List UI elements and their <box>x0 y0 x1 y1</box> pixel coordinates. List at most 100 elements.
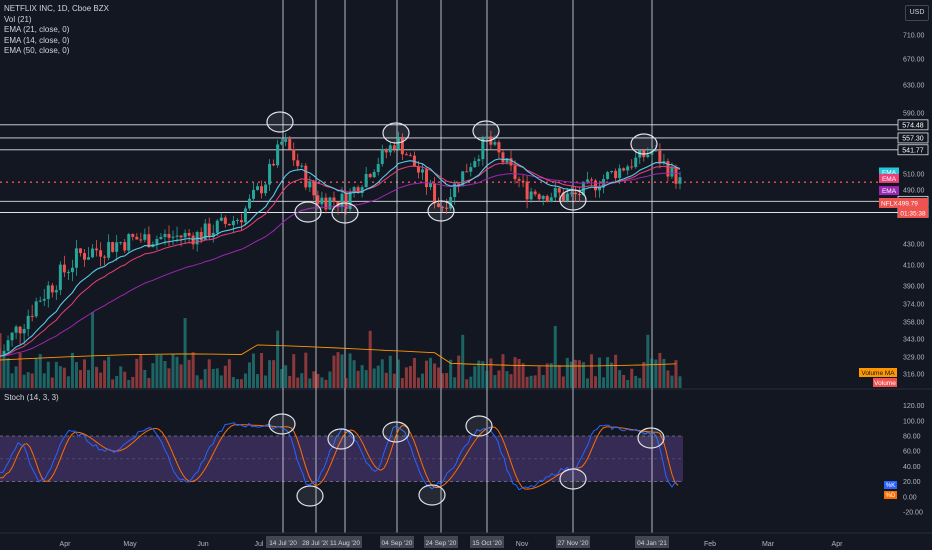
volume-bar <box>380 359 384 388</box>
volume-bar <box>42 373 46 388</box>
candle-body <box>171 236 175 238</box>
volume-bar <box>662 358 666 388</box>
candle-body <box>650 151 654 155</box>
candle-body <box>50 285 54 293</box>
volume-bar <box>111 379 115 388</box>
ema-price-badge <box>879 173 899 183</box>
volume-ma-line <box>0 344 677 367</box>
stoch-axis-label: 60.00 <box>903 449 921 456</box>
volume-bar <box>231 377 235 388</box>
volume-bar <box>425 360 429 388</box>
volume-bar <box>666 370 670 388</box>
ema21-indicator-label[interactable]: EMA (21, close, 0) <box>4 25 70 34</box>
candle-body <box>425 169 429 188</box>
volume-bar <box>87 369 91 388</box>
candle-body <box>606 172 610 179</box>
candle-body <box>300 165 304 167</box>
volume-bar <box>296 377 300 388</box>
volume-bar <box>469 376 473 388</box>
volume-bar <box>199 379 203 388</box>
ema14-line <box>0 158 681 357</box>
symbol-title[interactable]: NETFLIX INC, 1D, Cboe BZX <box>4 4 109 13</box>
ema-price-badge <box>879 186 899 196</box>
time-axis-month-label: Nov <box>516 541 529 548</box>
candle-body <box>111 242 115 252</box>
volume-bar <box>243 373 247 388</box>
candle-body <box>585 179 589 182</box>
price-axis-label: 670.00 <box>903 57 925 64</box>
candle-body <box>348 191 352 209</box>
candle-body <box>533 191 537 195</box>
volume-bar <box>569 361 573 388</box>
volume-bar <box>610 362 614 388</box>
price-axis-label: 410.00 <box>903 263 925 270</box>
highlight-circle <box>296 485 324 507</box>
time-axis-date-label: 04 Sep '20 <box>382 540 413 547</box>
currency-button[interactable]: USD <box>905 5 929 21</box>
candle-body <box>610 170 614 173</box>
candle-body <box>211 232 215 238</box>
ema50-indicator-label[interactable]: EMA (50, close, 0) <box>4 46 70 55</box>
ema-price-badge-label: EMA <box>882 176 897 183</box>
volume-bar <box>642 362 646 388</box>
volume-bar <box>606 357 610 388</box>
volume-bar <box>2 355 6 388</box>
candle-body <box>147 234 151 248</box>
candle-body <box>268 163 272 185</box>
volume-bar <box>239 379 243 388</box>
volume-bar <box>356 370 360 388</box>
candle-body <box>441 206 445 208</box>
volume-bar <box>674 360 678 388</box>
candle-body <box>70 267 74 273</box>
candle-body <box>183 232 187 238</box>
volume-bar <box>400 378 404 388</box>
candle-body <box>368 174 372 178</box>
volume-bar <box>589 354 593 388</box>
volume-bar <box>618 370 622 388</box>
candle-body <box>14 326 18 333</box>
volume-bar <box>529 375 533 388</box>
candle-body <box>284 138 288 142</box>
volume-bar <box>288 376 292 388</box>
ema14-indicator-label[interactable]: EMA (14, close, 0) <box>4 35 70 45</box>
volume-bar <box>139 353 143 388</box>
volume-bar <box>650 358 654 388</box>
candle-body <box>457 183 461 187</box>
volume-bar <box>316 373 320 388</box>
volume-bar <box>513 357 517 388</box>
volume-bar <box>312 371 316 388</box>
candle-body <box>654 150 658 152</box>
volume-bar <box>585 378 589 388</box>
volume-bar <box>340 354 344 388</box>
candle-body <box>469 167 473 172</box>
volume-bar <box>74 362 78 388</box>
volume-bar <box>127 379 131 388</box>
candle-body <box>288 138 292 150</box>
candle-body <box>103 256 107 258</box>
stochastic-indicator-label[interactable]: Stoch (14, 3, 3) <box>4 393 59 402</box>
volume-indicator-label[interactable]: Vol (21) <box>4 14 32 24</box>
volume-bar <box>46 361 50 388</box>
volume-bar <box>272 360 276 388</box>
candle-body <box>537 194 541 200</box>
candle-body <box>658 150 662 164</box>
candle-body <box>66 272 70 274</box>
time-axis-month-label: Jul <box>255 541 264 548</box>
volume-bar <box>30 373 34 388</box>
stoch-axis-label: 0.00 <box>903 494 917 501</box>
candle-body <box>598 187 602 191</box>
candle-body <box>445 207 449 209</box>
volume-bar <box>203 369 207 388</box>
highlight-circle <box>268 413 296 435</box>
candle-body <box>99 250 103 257</box>
candle-body <box>634 157 638 168</box>
volume-bar <box>581 362 585 388</box>
candle-body <box>191 235 195 245</box>
candle-body <box>565 193 569 201</box>
candle-body <box>497 142 501 153</box>
candle-body <box>280 141 284 145</box>
stoch-axis-label: 80.00 <box>903 434 921 441</box>
ema-price-badge <box>879 167 899 177</box>
volume-bar <box>553 325 557 388</box>
